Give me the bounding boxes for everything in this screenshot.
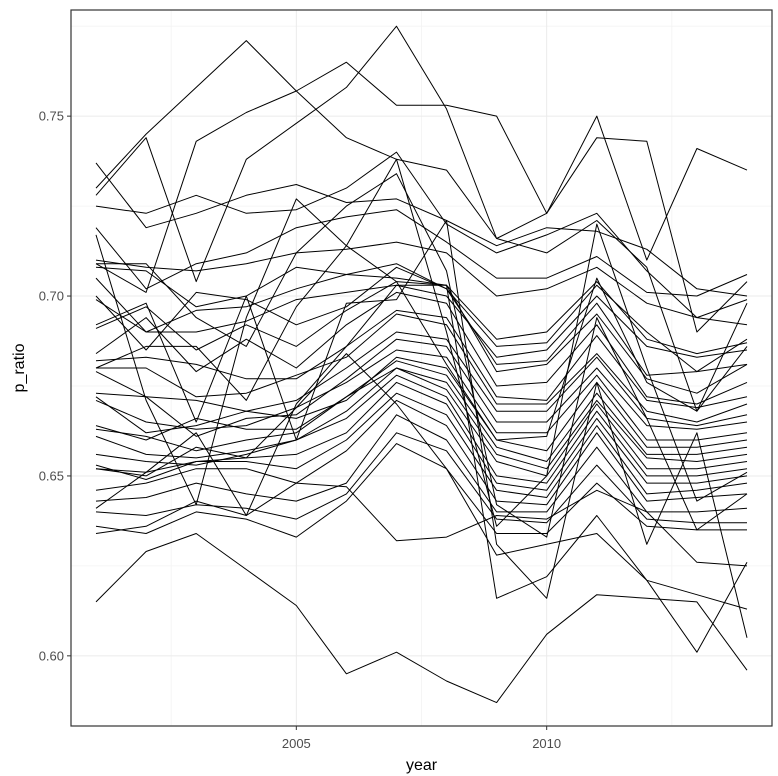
- series-line-8: [95, 241, 748, 319]
- plot-panel: [70, 9, 773, 727]
- series-line-2: [95, 25, 748, 333]
- series-line-31: [95, 482, 748, 567]
- series-line-9: [95, 266, 748, 355]
- series-line-6: [95, 151, 748, 326]
- series-line-27: [95, 399, 748, 506]
- series-line-29: [95, 432, 747, 524]
- series-line-36: [95, 158, 748, 527]
- series-line-4: [95, 90, 748, 412]
- series-line-26: [95, 392, 748, 498]
- series-line-21: [95, 360, 748, 462]
- series-line-28: [95, 414, 748, 513]
- series-line-15: [95, 309, 748, 409]
- series-line-23: [95, 367, 748, 477]
- series-line-12: [95, 266, 748, 376]
- series-line-34: [95, 220, 748, 638]
- series-line-20: [95, 356, 748, 452]
- x-axis: 2005 2010: [282, 726, 561, 751]
- series-line-30: [95, 443, 747, 538]
- series-line-11: [95, 284, 748, 358]
- series-line-7: [95, 209, 748, 297]
- series-line-35: [96, 173, 748, 538]
- x-tick-label: 2005: [282, 736, 311, 751]
- series-line-37: [95, 245, 748, 441]
- series-line-19: [95, 349, 748, 441]
- series-line-3: [95, 40, 748, 261]
- series-line-24: [95, 374, 748, 484]
- series-line-18: [95, 338, 748, 437]
- y-axis-title: p_ratio: [11, 343, 28, 392]
- y-tick-label: 0.70: [39, 289, 64, 304]
- x-axis-title: year: [406, 757, 438, 774]
- series-line-1: [95, 533, 748, 704]
- series-line-5: [95, 162, 748, 297]
- x-tick-label: 2010: [532, 736, 561, 751]
- series-line-10: [95, 263, 748, 373]
- y-tick-label: 0.65: [39, 468, 64, 483]
- y-axis: 0.60 0.65 0.70 0.75: [39, 109, 71, 663]
- y-tick-label: 0.75: [39, 109, 64, 124]
- series-line-32: [95, 353, 748, 610]
- y-tick-label: 0.60: [39, 648, 64, 663]
- series-line-13: [95, 281, 748, 394]
- series-line-14: [95, 291, 748, 405]
- series-line-25: [95, 381, 748, 491]
- series-lines: [95, 25, 748, 704]
- series-line-33: [95, 284, 748, 653]
